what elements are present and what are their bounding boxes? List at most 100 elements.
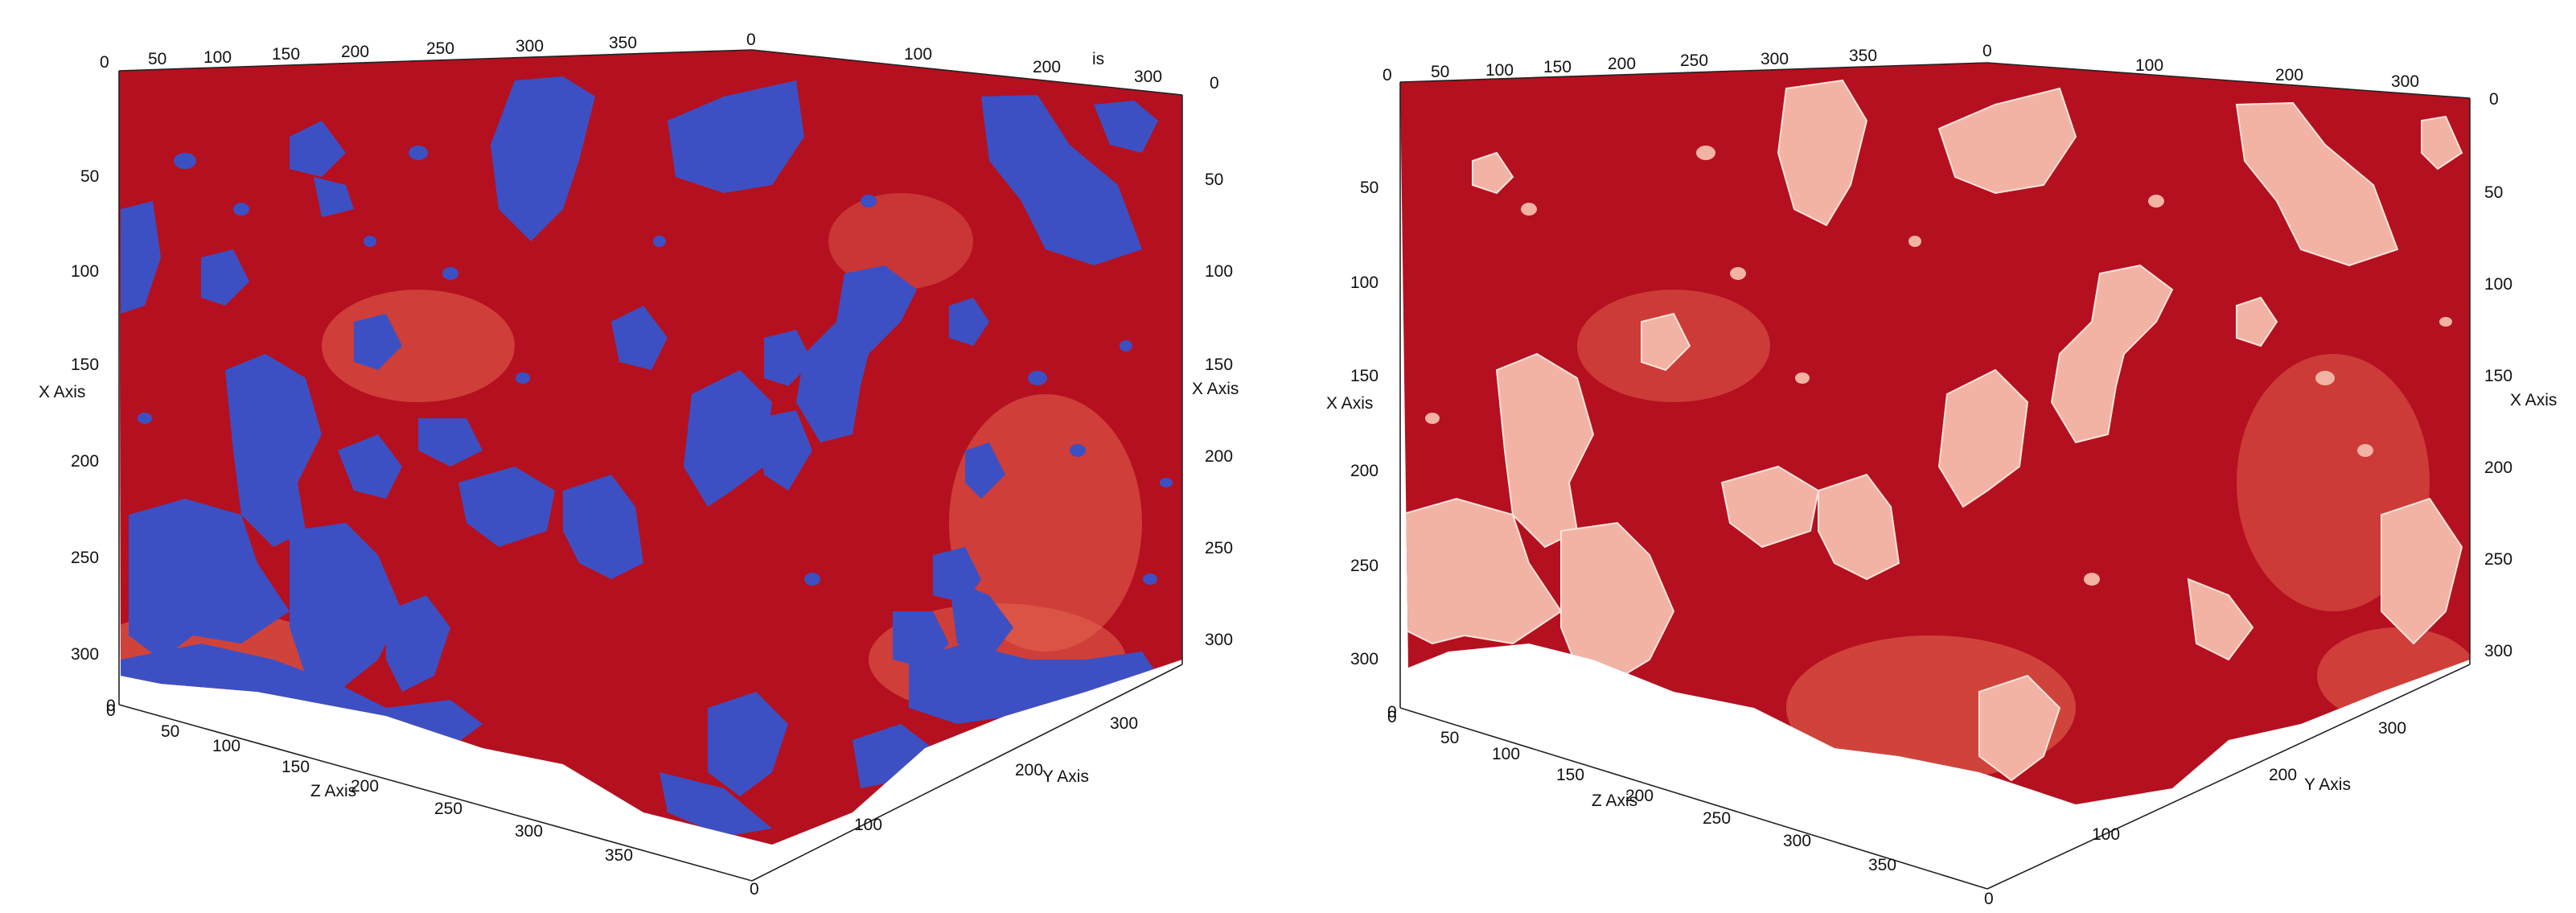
tick-label: 300 xyxy=(2391,72,2419,91)
tick-label: 350 xyxy=(605,846,633,865)
tick-label: 150 xyxy=(1556,766,1584,784)
tick-label: 300 xyxy=(516,37,544,56)
tick-label: 100 xyxy=(2135,56,2163,75)
tick-label: 0 xyxy=(106,701,116,720)
left-x-axis-title: X Axis xyxy=(1326,394,1373,413)
tick-label: 200 xyxy=(71,452,99,471)
tick-label: 0 xyxy=(746,31,756,49)
tick-label: 100 xyxy=(1492,745,1520,763)
top-z-axis-ticks: 0 50 100 150 200 250 300 350 xyxy=(100,34,637,72)
tick-label: 100 xyxy=(1350,273,1378,292)
tick-label: 300 xyxy=(1760,50,1789,68)
left-x-axis-ticks: 50 100 150 200 250 300 0 X Axis xyxy=(1326,179,1397,722)
tick-label: 50 xyxy=(1360,179,1378,197)
bottom-y-axis-title: Y Axis xyxy=(1042,767,1089,786)
right-x-axis-title: X Axis xyxy=(2510,391,2557,409)
tick-label: 50 xyxy=(161,722,179,741)
volume-render-right: 0 50 100 150 200 250 300 350 0 100 200 3… xyxy=(1326,42,2557,908)
tick-label: 50 xyxy=(2484,183,2503,202)
tick-label: 100 xyxy=(1205,262,1233,281)
bottom-y-axis-title: Y Axis xyxy=(2304,775,2351,794)
tick-label: 0 xyxy=(1210,74,1219,93)
tick-label: 250 xyxy=(1205,539,1233,557)
tick-label: 350 xyxy=(609,34,637,52)
tick-label: 150 xyxy=(1543,58,1571,76)
tick-label: 0 xyxy=(1387,703,1397,722)
tick-label: 0 xyxy=(750,880,759,899)
volume-view-right[interactable]: 0 50 100 150 200 250 300 350 0 100 200 3… xyxy=(1288,0,2576,913)
right-x-axis-title: X Axis xyxy=(1192,380,1239,398)
tick-label: 200 xyxy=(1015,761,1043,779)
left-x-axis-ticks: 50 100 150 200 250 300 0 X Axis xyxy=(39,167,116,715)
tick-label: 250 xyxy=(71,549,99,567)
left-x-axis-title: X Axis xyxy=(39,383,85,401)
tick-label: 150 xyxy=(71,356,99,374)
tick-label: 50 xyxy=(148,50,166,68)
tick-label: 100 xyxy=(904,45,932,64)
tick-label: 100 xyxy=(1485,61,1514,80)
tick-label: 150 xyxy=(272,45,300,64)
bottom-z-axis-title: Z Axis xyxy=(310,782,356,800)
top-y-axis-ticks: 0 100 200 300 is xyxy=(746,31,1162,86)
tick-label: 0 xyxy=(1982,42,1992,60)
tick-label: 0 xyxy=(1387,708,1397,726)
tick-label: 200 xyxy=(2484,459,2512,477)
right-x-axis-ticks: 0 50 100 150 200 250 300 X Axis xyxy=(2484,90,2557,660)
tick-label: 250 xyxy=(1703,809,1731,828)
tick-label: 0 xyxy=(1382,66,1392,84)
tick-label: 100 xyxy=(854,816,882,834)
top-z-axis-ticks: 0 50 100 150 200 250 300 350 xyxy=(1382,47,1877,84)
bottom-z-axis-title: Z Axis xyxy=(1592,792,1637,810)
tick-label: 300 xyxy=(71,645,99,664)
tick-label: 200 xyxy=(1033,58,1061,76)
tick-label: 300 xyxy=(2378,719,2406,738)
tick-label: 200 xyxy=(1625,787,1654,805)
tick-label: 300 xyxy=(515,822,543,841)
tick-label: 250 xyxy=(434,800,462,818)
tick-label: 100 xyxy=(2092,825,2120,844)
tick-label: 200 xyxy=(2275,66,2303,84)
tick-label: 150 xyxy=(2484,367,2512,385)
top-y-axis-title: is xyxy=(1092,50,1104,68)
tick-label: 50 xyxy=(1205,171,1223,189)
tick-label: 200 xyxy=(1350,462,1378,480)
tick-label: 0 xyxy=(106,697,116,715)
tick-label: 150 xyxy=(281,758,310,776)
tick-label: 200 xyxy=(2269,766,2297,784)
tick-label: 300 xyxy=(1783,832,1811,850)
tick-label: 300 xyxy=(2484,642,2512,660)
bottom-z-axis-ticks: 0 50 100 150 200 250 300 350 Z Axis xyxy=(1387,708,1896,874)
top-y-axis-ticks: 0 100 200 300 xyxy=(1982,42,2419,91)
tick-label: 0 xyxy=(2489,90,2499,109)
tick-label: 200 xyxy=(1205,447,1233,466)
tick-label: 100 xyxy=(212,737,240,755)
tick-label: 350 xyxy=(1849,47,1877,65)
tick-label: 300 xyxy=(1134,68,1162,86)
tick-label: 200 xyxy=(341,43,369,61)
tick-label: 250 xyxy=(1350,557,1378,575)
tick-label: 50 xyxy=(1440,729,1459,747)
tick-label: 200 xyxy=(1608,55,1636,73)
bottom-z-axis-ticks: 0 50 100 150 200 250 300 350 Z Axis xyxy=(106,701,633,865)
volume-view-left[interactable]: 0 50 100 150 200 250 300 350 0 100 200 3… xyxy=(0,0,1288,913)
volume-render-left: 0 50 100 150 200 250 300 350 0 100 200 3… xyxy=(39,31,1239,899)
tick-label: 150 xyxy=(1205,356,1233,374)
bottom-y-axis-ticks: 0 100 200 300 Y Axis xyxy=(1984,719,2406,908)
tick-label: 250 xyxy=(426,39,454,58)
tick-label: 300 xyxy=(1110,714,1138,733)
tick-label: 250 xyxy=(1680,51,1708,70)
tick-label: 50 xyxy=(80,167,99,186)
tick-label: 50 xyxy=(1431,63,1449,81)
tick-label: 300 xyxy=(1350,650,1378,668)
tick-label: 100 xyxy=(71,262,99,281)
tick-label: 100 xyxy=(203,48,232,67)
tick-label: 0 xyxy=(1984,890,1994,908)
tick-label: 0 xyxy=(100,53,109,72)
bottom-y-axis-ticks: 0 100 200 300 Y Axis xyxy=(750,714,1138,899)
tick-label: 100 xyxy=(2484,275,2512,294)
right-x-axis-ticks: 0 50 100 150 200 250 300 X Axis xyxy=(1192,74,1239,649)
tick-label: 250 xyxy=(2484,550,2512,569)
tick-label: 150 xyxy=(1350,367,1378,385)
tick-label: 200 xyxy=(351,777,379,796)
tick-label: 300 xyxy=(1205,631,1233,649)
